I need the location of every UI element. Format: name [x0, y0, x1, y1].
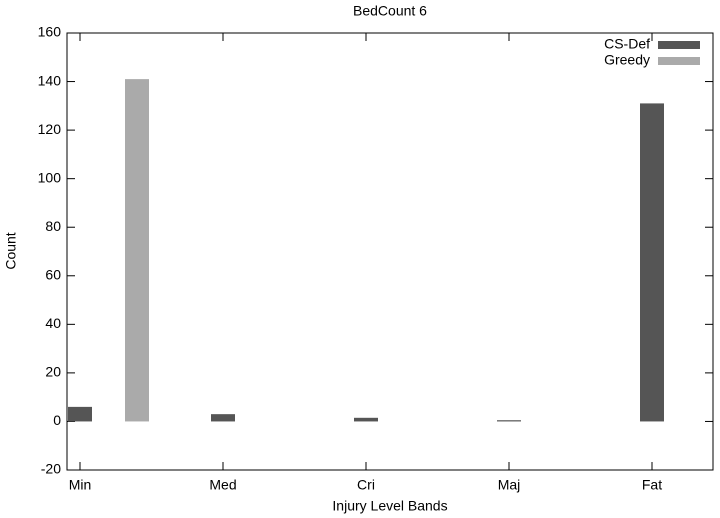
bar — [211, 414, 235, 422]
legend-label: CS-Def — [604, 36, 650, 52]
bar — [354, 417, 378, 422]
x-tick-label: Med — [209, 477, 236, 493]
y-axis-label: Count — [3, 232, 19, 269]
bar — [640, 103, 664, 422]
y-tick-label: 160 — [38, 24, 62, 40]
chart-title: BedCount 6 — [353, 3, 427, 19]
x-axis-label: Injury Level Bands — [332, 498, 447, 514]
y-tick-label: 20 — [45, 364, 61, 380]
y-tick-label: 80 — [45, 218, 61, 234]
legend-swatch — [658, 57, 700, 65]
x-tick-label: Fat — [642, 477, 662, 493]
y-tick-label: 0 — [53, 412, 61, 428]
x-tick-label: Maj — [498, 477, 521, 493]
y-tick-label: 40 — [45, 315, 61, 331]
y-tick-label: 120 — [38, 121, 62, 137]
x-tick-label: Min — [69, 477, 92, 493]
bar — [497, 420, 521, 422]
bar — [68, 406, 92, 422]
y-tick-label: -20 — [41, 461, 61, 477]
bar — [125, 79, 149, 422]
legend-swatch — [658, 41, 700, 49]
y-tick-label: 60 — [45, 266, 61, 282]
plot-frame — [66, 32, 714, 471]
x-tick-label: Cri — [357, 477, 375, 493]
y-tick-label: 140 — [38, 72, 62, 88]
legend-label: Greedy — [604, 52, 650, 68]
y-tick-label: 100 — [38, 169, 62, 185]
